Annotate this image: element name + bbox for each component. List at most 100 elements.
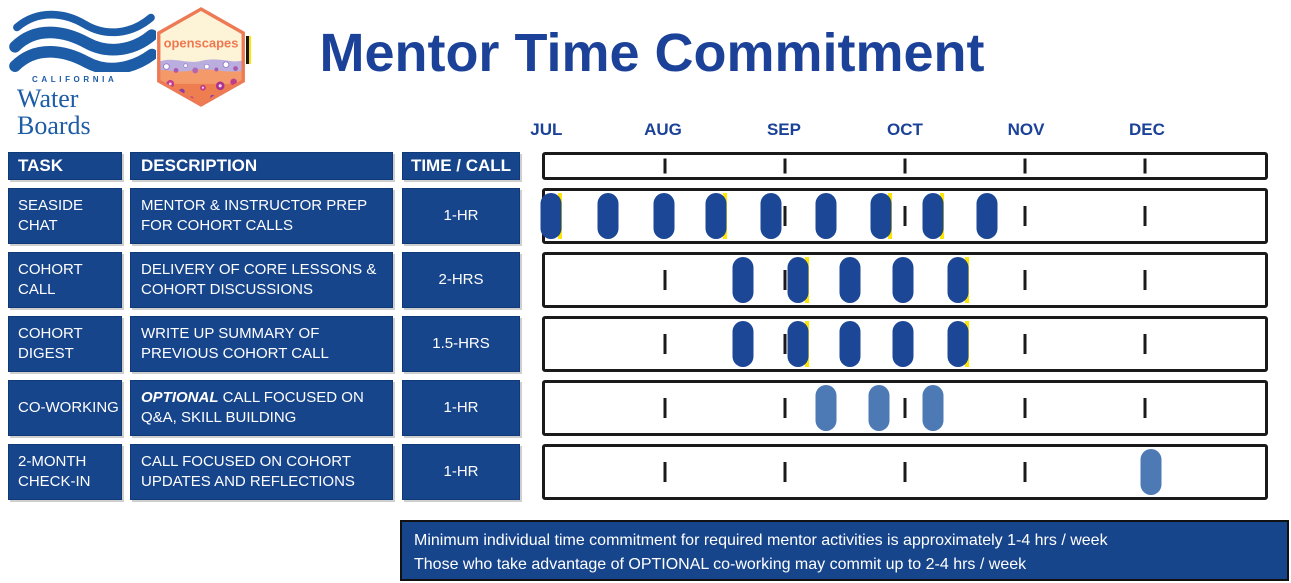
event-pill-cohort-call bbox=[892, 257, 914, 303]
month-tick bbox=[1023, 158, 1027, 174]
header-cell-description: DESCRIPTION bbox=[130, 152, 393, 180]
time-cell-2-month-check-in: 1-HR bbox=[402, 444, 520, 500]
cursor-artifact bbox=[246, 36, 251, 64]
month-tick bbox=[783, 334, 787, 354]
task-cell-cohort-digest: COHORT DIGEST bbox=[8, 316, 122, 372]
month-tick bbox=[663, 270, 667, 290]
event-pill-2-month-check-in bbox=[1140, 449, 1162, 495]
event-pill-seaside-chat bbox=[760, 193, 782, 239]
header-cell-time: TIME / CALL bbox=[402, 152, 520, 180]
month-tick bbox=[1143, 158, 1147, 174]
event-pill-seaside-chat bbox=[705, 193, 727, 239]
month-label-sep: SEP bbox=[766, 120, 801, 139]
california-label: CALIFORNIA bbox=[32, 75, 118, 84]
month-tick bbox=[903, 398, 907, 418]
month-tick bbox=[663, 462, 667, 482]
desc-text: MENTOR & INSTRUCTOR PREP FOR COHORT CALL… bbox=[141, 197, 368, 234]
month-tick bbox=[1143, 398, 1147, 418]
note-line-2: Those who take advantage of OPTIONAL co-… bbox=[414, 556, 1027, 573]
month-label-oct: OCT bbox=[887, 120, 923, 139]
month-tick bbox=[1023, 334, 1027, 354]
timeline-month-labels: JUL AUG SEP OCT NOV DEC bbox=[530, 120, 1268, 140]
month-tick bbox=[903, 158, 907, 174]
month-tick bbox=[1143, 334, 1147, 354]
event-pill-seaside-chat bbox=[540, 193, 562, 239]
timeline: JUL AUG SEP OCT NOV DEC bbox=[530, 120, 1268, 504]
event-pill-seaside-chat bbox=[976, 193, 998, 239]
desc-cell-seaside-chat: MENTOR & INSTRUCTOR PREP FOR COHORT CALL… bbox=[130, 188, 393, 244]
openscapes-logo: openscapes bbox=[153, 7, 249, 112]
month-label-dec: DEC bbox=[1129, 120, 1165, 139]
event-pill-co-working bbox=[815, 385, 837, 431]
event-pill-co-working bbox=[868, 385, 890, 431]
task-cell-cohort-call: COHORT CALL bbox=[8, 252, 122, 308]
timeline-scale-bar bbox=[542, 152, 1268, 180]
desc-text: DELIVERY OF CORE LESSONS & COHORT DISCUS… bbox=[141, 261, 377, 298]
month-tick bbox=[1023, 206, 1027, 226]
page-title: Mentor Time Commitment bbox=[319, 23, 985, 83]
desc-cell-cohort-call: DELIVERY OF CORE LESSONS & COHORT DISCUS… bbox=[130, 252, 393, 308]
month-tick bbox=[663, 158, 667, 174]
month-tick bbox=[1143, 206, 1147, 226]
desc-text: CALL FOCUSED ON Q&A, SKILL BUILDING bbox=[141, 389, 364, 426]
month-tick bbox=[903, 462, 907, 482]
event-pill-cohort-digest bbox=[787, 321, 809, 367]
month-tick bbox=[1023, 398, 1027, 418]
timeline-row-2-month-check-in bbox=[542, 444, 1268, 500]
event-pill-seaside-chat bbox=[597, 193, 619, 239]
event-pill-cohort-digest bbox=[892, 321, 914, 367]
event-pill-co-working bbox=[922, 385, 944, 431]
timeline-row-cohort-digest bbox=[542, 316, 1268, 372]
task-cell-co-working: CO-WORKING bbox=[8, 380, 122, 436]
water-boards-logo: CALIFORNIA Water Boards bbox=[8, 6, 158, 140]
water-waves-icon bbox=[9, 10, 156, 72]
note-box: Minimum individual time commitment for r… bbox=[400, 520, 1289, 581]
event-pill-seaside-chat bbox=[815, 193, 837, 239]
event-pill-cohort-call bbox=[947, 257, 969, 303]
month-label-aug: AUG bbox=[644, 120, 682, 139]
task-cell-2-month-check-in: 2-MONTH CHECK-IN bbox=[8, 444, 122, 500]
month-label-nov: NOV bbox=[1007, 120, 1045, 139]
month-tick bbox=[783, 158, 787, 174]
event-pill-seaside-chat bbox=[870, 193, 892, 239]
event-pill-seaside-chat bbox=[653, 193, 675, 239]
header-cell-task: TASK bbox=[8, 152, 122, 180]
month-tick bbox=[783, 206, 787, 226]
note-line-1: Minimum individual time commitment for r… bbox=[414, 532, 1108, 549]
desc-text: CALL FOCUSED ON COHORT UPDATES AND REFLE… bbox=[141, 453, 355, 490]
time-cell-cohort-call: 2-HRS bbox=[402, 252, 520, 308]
desc-cell-2-month-check-in: CALL FOCUSED ON COHORT UPDATES AND REFLE… bbox=[130, 444, 393, 500]
time-cell-cohort-digest: 1.5-HRS bbox=[402, 316, 520, 372]
timeline-row-cohort-call bbox=[542, 252, 1268, 308]
event-pill-cohort-digest bbox=[947, 321, 969, 367]
desc-cell-cohort-digest: WRITE UP SUMMARY OF PREVIOUS COHORT CALL bbox=[130, 316, 393, 372]
month-tick bbox=[783, 398, 787, 418]
event-pill-cohort-call bbox=[787, 257, 809, 303]
month-tick bbox=[1143, 270, 1147, 290]
desc-cell-co-working: OPTIONAL CALL FOCUSED ON Q&A, SKILL BUIL… bbox=[130, 380, 393, 436]
timeline-row-seaside-chat bbox=[540, 188, 1268, 244]
timeline-row-co-working bbox=[542, 380, 1268, 436]
event-pill-cohort-call bbox=[839, 257, 861, 303]
water-boards-label: Water Boards bbox=[17, 84, 91, 141]
month-tick bbox=[783, 462, 787, 482]
month-tick bbox=[663, 334, 667, 354]
month-tick bbox=[903, 206, 907, 226]
event-pill-cohort-digest bbox=[732, 321, 754, 367]
desc-text: WRITE UP SUMMARY OF PREVIOUS COHORT CALL bbox=[141, 325, 329, 362]
openscapes-hexagon-icon: openscapes bbox=[157, 7, 245, 107]
openscapes-label: openscapes bbox=[164, 35, 239, 50]
month-tick bbox=[1023, 462, 1027, 482]
event-pill-seaside-chat bbox=[922, 193, 944, 239]
month-tick bbox=[1023, 270, 1027, 290]
event-pill-cohort-digest bbox=[839, 321, 861, 367]
month-tick bbox=[663, 398, 667, 418]
month-tick bbox=[783, 270, 787, 290]
month-label-jul: JUL bbox=[530, 120, 563, 139]
event-pill-cohort-call bbox=[732, 257, 754, 303]
desc-emphasis-optional: OPTIONAL bbox=[141, 389, 219, 407]
task-cell-seaside-chat: SEASIDE CHAT bbox=[8, 188, 122, 244]
time-cell-seaside-chat: 1-HR bbox=[402, 188, 520, 244]
time-cell-co-working: 1-HR bbox=[402, 380, 520, 436]
